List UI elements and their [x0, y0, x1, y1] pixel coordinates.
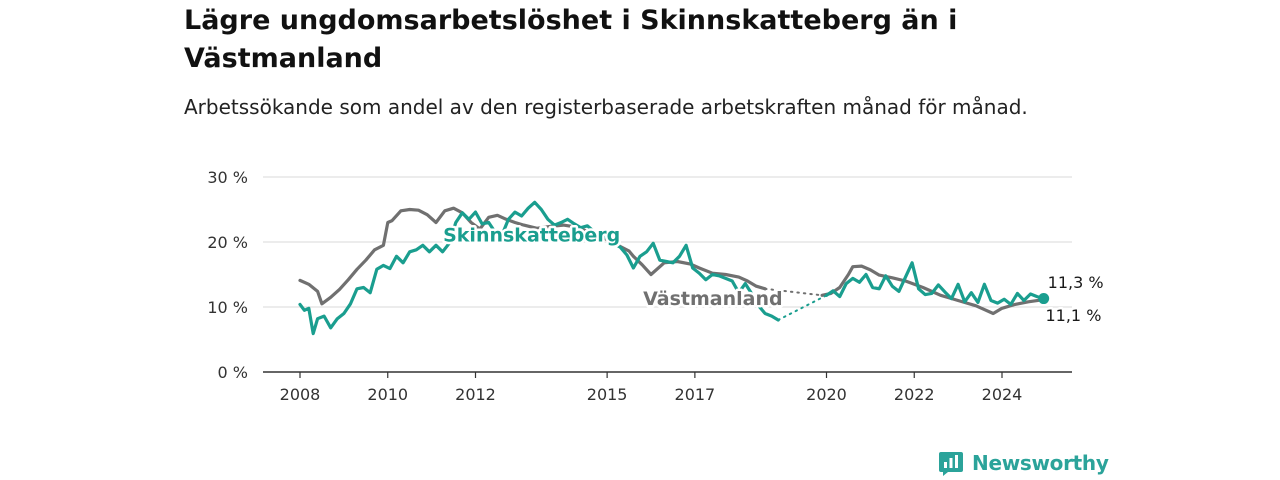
skinnskatteberg-series-label: Skinnskatteberg — [443, 224, 620, 246]
chart-title: Lägre ungdomsarbetslöshet i Skinnskatteb… — [184, 5, 958, 74]
vastmanland-end-label: 11,1 % — [1045, 306, 1101, 325]
v-stmanland-series-label: Västmanland — [643, 288, 783, 310]
v-stmanland-gap-line — [764, 287, 824, 297]
x-tick-label: 2010 — [367, 385, 408, 404]
skinnskatteberg-line-recent — [824, 261, 1046, 306]
x-tick-label: 2020 — [806, 385, 847, 404]
newsworthy-logo-icon — [939, 452, 963, 476]
skinnskatteberg-end-marker — [1038, 293, 1050, 305]
skinnskatteberg-line — [298, 200, 780, 336]
x-tick-label: 2024 — [982, 385, 1023, 404]
y-axis-tick-labels: 0 % 10 % 20 % 30 % — [207, 168, 248, 382]
y-tick-label: 20 % — [207, 233, 248, 252]
chart-subtitle: Arbetssökande som andel av den registerb… — [184, 95, 1028, 119]
v-stmanland-line-recent — [820, 264, 1044, 316]
x-tick-label: 2008 — [280, 385, 321, 404]
y-tick-label: 0 % — [218, 363, 248, 382]
series-annotations: 11,3 % 11,1 % Skinnskatteberg Västmanland — [441, 222, 1106, 328]
y-tick-label: 10 % — [207, 298, 248, 317]
x-axis: 2008 2010 2012 2015 2017 2020 2022 2024 — [263, 371, 1072, 404]
x-tick-label: 2012 — [455, 385, 496, 404]
newsworthy-brand[interactable]: Newsworthy — [938, 448, 1109, 478]
series-lines — [298, 200, 1050, 336]
y-gridlines — [263, 176, 1072, 308]
skinnskatteberg-end-label: 11,3 % — [1048, 273, 1104, 292]
x-tick-label: 2017 — [675, 385, 716, 404]
y-tick-label: 30 % — [207, 168, 248, 187]
x-tick-label: 2015 — [587, 385, 628, 404]
x-tick-label: 2022 — [894, 385, 935, 404]
brand-name: Newsworthy — [972, 451, 1109, 475]
skinnskatteberg-gap-line — [777, 294, 828, 321]
